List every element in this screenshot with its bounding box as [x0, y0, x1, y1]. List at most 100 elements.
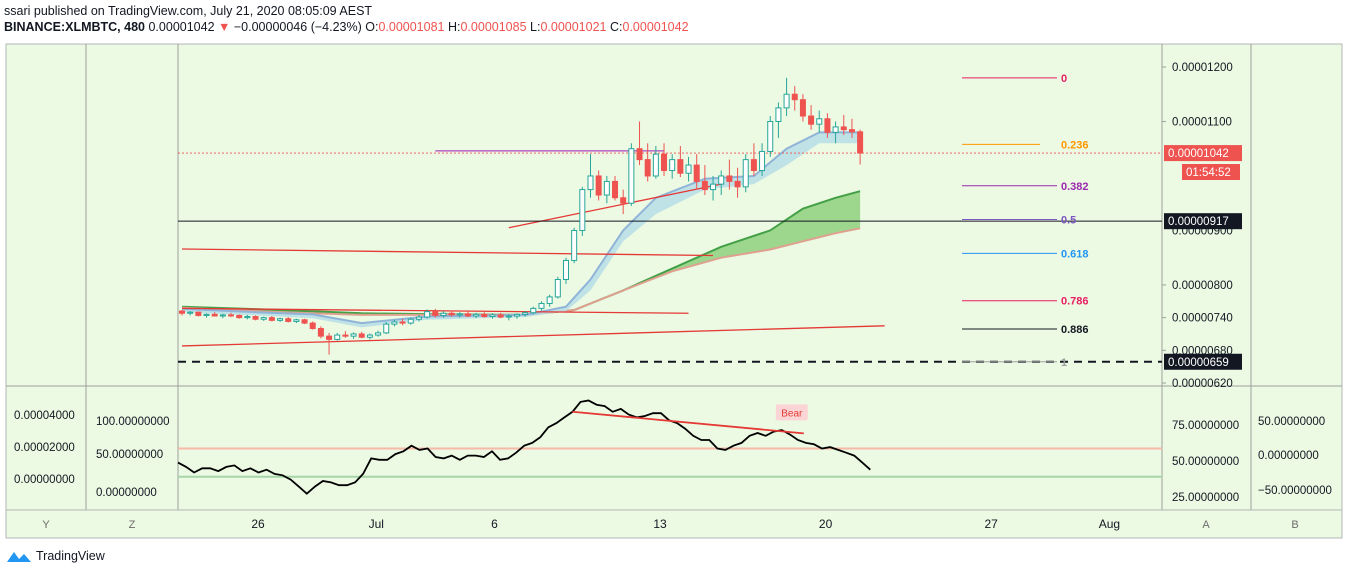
candle-body [857, 131, 864, 154]
close-value: 0.00001042 [622, 20, 689, 34]
candle-body [252, 316, 259, 320]
candle-body [424, 311, 431, 318]
candle-body [317, 328, 324, 337]
fib-level-label: 0.382 [1061, 181, 1089, 193]
bear-label-text: Bear [781, 408, 803, 419]
fib-level-label: 0.5 [1061, 215, 1076, 227]
price-axis: 0.00001200 0.00001100 0.00000800 0.00000740… [1162, 62, 1242, 390]
oscillator-right-tick: 50.00000000 [1172, 456, 1239, 468]
blue-band-cloud [182, 132, 861, 328]
candle-body [285, 318, 292, 322]
trend-line [508, 183, 722, 229]
time-axis-label: Jul [369, 517, 384, 531]
chart-background [5, 43, 1343, 511]
candle-body [759, 150, 766, 172]
candle-body [726, 175, 733, 182]
candle-body [710, 183, 717, 191]
candle-body [791, 93, 798, 101]
candle-body [473, 313, 480, 317]
high-value: 0.00001085 [460, 20, 527, 34]
price-label-text: 01:54:52 [1186, 167, 1231, 179]
candle-body [236, 314, 243, 319]
candle-body [366, 334, 373, 338]
trend-line [181, 325, 885, 347]
price-tick-label: 0.00001200 [1172, 62, 1233, 74]
candle-body [440, 312, 447, 316]
candle-body [399, 321, 406, 324]
candle-body [407, 318, 414, 324]
high-label: H: [447, 20, 461, 34]
oscillator-far-right-tick: −50.00000000 [1258, 485, 1332, 497]
candle-body [562, 259, 569, 280]
open-value: 0.00001081 [378, 20, 445, 34]
candle-body [799, 99, 806, 117]
candle-body [244, 316, 251, 319]
price-tick-label: 0.00001100 [1172, 116, 1232, 128]
candle-body [358, 333, 365, 338]
bear-label-box [775, 404, 808, 421]
candle-body [579, 189, 586, 231]
symbol-info-line: BINANCE:XLMBTC, 480 0.00001042 ▼ −0.0000… [4, 19, 1344, 35]
oscillator-left-tick: 0.00002000 [14, 442, 75, 454]
symbol-name[interactable]: BINANCE:XLMBTC, 480 [4, 20, 145, 34]
candle-body [203, 313, 210, 316]
oscillator-right-tick: 75.00000000 [1172, 420, 1239, 432]
candle-body [277, 318, 284, 321]
candle-body [350, 333, 357, 337]
price-label-text: 0.00000917 [1168, 216, 1229, 228]
candle-body [432, 311, 439, 316]
candle-body [228, 314, 235, 317]
candle-body [530, 307, 537, 314]
blue-band-cloud-edge [181, 131, 861, 325]
price-label-text: 0.00000659 [1168, 357, 1229, 369]
price-tick-label: 0.00000740 [1172, 313, 1233, 325]
candle-body [538, 302, 545, 309]
oscillator-far-right-tick: 50.00000000 [1258, 416, 1325, 428]
candle-body [415, 316, 422, 320]
tradingview-logo-icon [7, 552, 31, 562]
axis-scale-button-y[interactable]: Y [42, 519, 50, 531]
close-label: C: [609, 20, 623, 34]
price-label-box [1164, 213, 1242, 230]
green-cloud-lower-edge [181, 227, 861, 316]
oscillator-right-tick: 25.00000000 [1172, 492, 1239, 504]
candle-body [652, 153, 659, 177]
axis-scale-button-z[interactable]: Z [129, 519, 136, 531]
trend-line [181, 248, 714, 257]
candle-body [848, 129, 855, 133]
candle-body [554, 278, 561, 298]
fib-level-label: 1 [1061, 357, 1067, 369]
candle-body [342, 334, 349, 337]
candle-body [448, 312, 455, 316]
time-axis: 26 Jul 6 13 20 27 Aug [251, 517, 1120, 531]
time-axis-label: 27 [984, 517, 998, 531]
tradingview-footer[interactable]: TradingView [6, 547, 105, 565]
candle-body [603, 180, 610, 196]
candle-body [685, 164, 692, 174]
candle-body [546, 296, 553, 304]
axis-scale-button-b[interactable]: B [1291, 519, 1298, 531]
candle-body [718, 175, 725, 185]
fibonacci-retracement: 0 0.236 0.382 0.5 0.618 0.786 0.886 1 [962, 73, 1089, 369]
candle-body [375, 332, 382, 336]
candle-body [644, 159, 651, 177]
oscillator-far-right-tick: 0.00000000 [1258, 450, 1319, 462]
candle-body [742, 159, 749, 188]
candle-body [808, 115, 815, 125]
candle-body [816, 118, 823, 125]
candle-body [391, 321, 398, 325]
price-label-text: 0.00001042 [1168, 148, 1229, 160]
candle-body [775, 107, 782, 122]
candle-body [513, 313, 520, 317]
candle-body [750, 159, 757, 172]
candle-body [734, 180, 741, 188]
tradingview-brand: TradingView [36, 549, 105, 563]
candle-body [522, 312, 529, 315]
candle-body [179, 310, 185, 314]
axis-scale-button-a[interactable]: A [1202, 519, 1210, 531]
candle-body [571, 229, 578, 261]
divergence-line [572, 410, 804, 435]
publish-line: ssari published on TradingView.com, July… [4, 4, 373, 18]
